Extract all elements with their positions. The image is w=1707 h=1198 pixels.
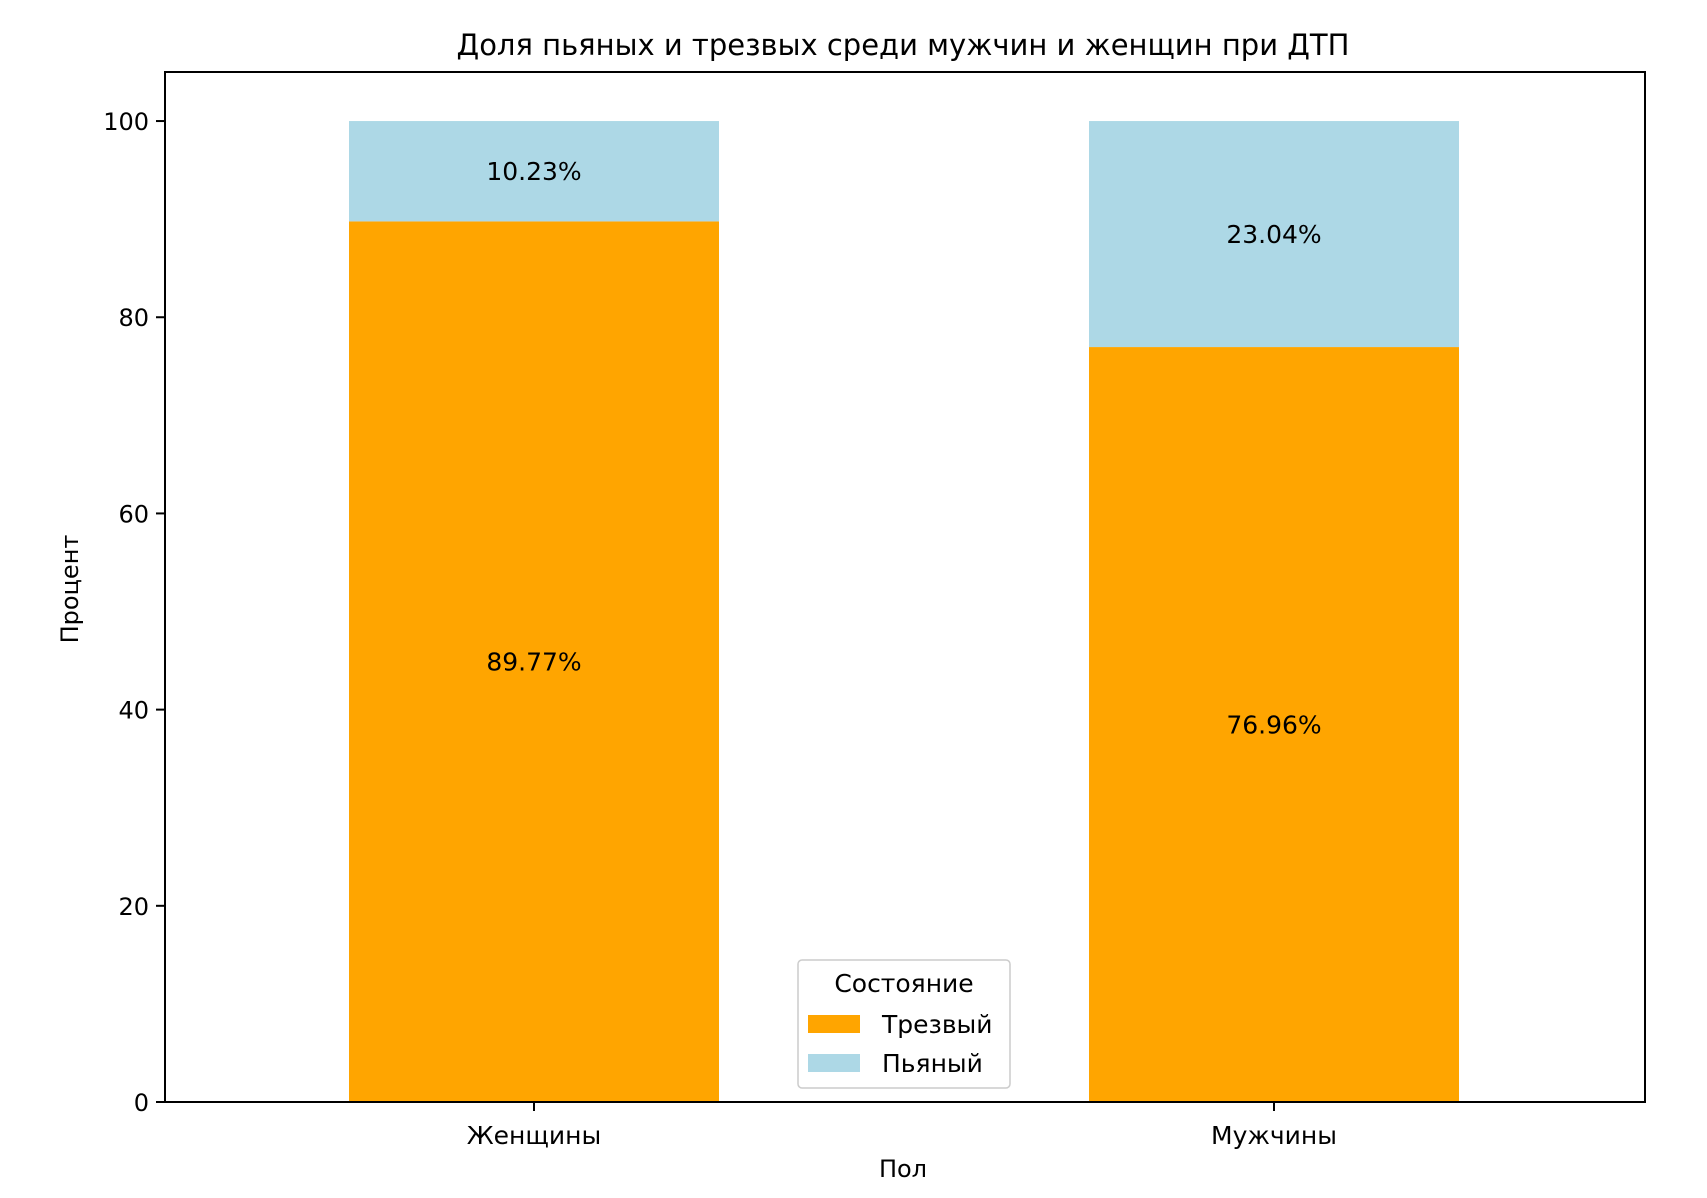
y-tick-label: 20 xyxy=(118,893,149,921)
legend-swatch xyxy=(808,1015,860,1033)
bar-data-label: 89.77% xyxy=(486,648,581,677)
bar-labels-layer: 89.77% 10.23% 76.96% 23.04% xyxy=(486,157,1321,739)
x-tick-label: Женщины xyxy=(467,1121,602,1150)
bar-segment xyxy=(1089,121,1459,348)
y-tick-label: 80 xyxy=(118,304,149,332)
bar-segment xyxy=(349,121,719,222)
y-axis-label: Процент xyxy=(56,535,84,644)
legend-title: Состояние xyxy=(834,969,973,998)
y-tick-label: 0 xyxy=(134,1089,149,1117)
chart-title: Доля пьяных и трезвых среди мужчин и жен… xyxy=(457,28,1350,62)
x-axis: Женщины Мужчины xyxy=(467,1102,1337,1150)
legend-swatch xyxy=(808,1054,860,1072)
legend: Состояние Трезвый Пьяный xyxy=(797,959,1011,1089)
legend-items: Трезвый Пьяный xyxy=(808,1010,993,1078)
bar-data-label: 23.04% xyxy=(1226,220,1321,249)
y-tick-label: 40 xyxy=(118,697,149,725)
x-axis-label: Пол xyxy=(879,1155,927,1183)
plot-frame xyxy=(164,71,1646,1103)
legend-label: Трезвый xyxy=(881,1010,993,1039)
bar-segment xyxy=(1089,347,1459,1102)
bars-layer xyxy=(349,121,1459,1102)
bar-data-label: 10.23% xyxy=(486,157,581,186)
bar-data-label: 76.96% xyxy=(1226,711,1321,740)
legend-label: Пьяный xyxy=(882,1049,983,1078)
y-tick-label: 100 xyxy=(103,108,149,136)
y-tick-label: 60 xyxy=(118,500,149,528)
bar-segment xyxy=(349,221,719,1102)
y-axis: 0 20 40 60 80 100 xyxy=(103,108,165,1117)
x-tick-label: Мужчины xyxy=(1211,1121,1337,1150)
